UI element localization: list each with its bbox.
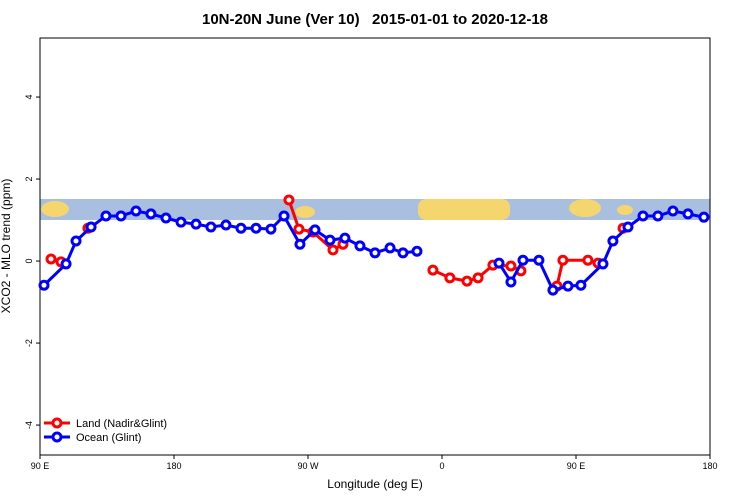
point <box>45 253 57 265</box>
ocean-strip <box>40 199 710 220</box>
y-tick-label: 0 <box>24 259 34 264</box>
point <box>354 240 366 252</box>
point <box>60 258 72 270</box>
x-tick-label: 90 E <box>567 461 586 471</box>
point <box>250 222 262 234</box>
point <box>575 279 587 291</box>
land-shape <box>418 199 510 220</box>
legend-label: Land (Nadir&Glint) <box>76 418 167 430</box>
x-tick-label: 90 E <box>31 461 50 471</box>
point <box>175 216 187 228</box>
point <box>283 194 295 206</box>
point <box>70 235 82 247</box>
point <box>369 247 381 259</box>
point <box>517 254 529 266</box>
legend-label: Ocean (Glint) <box>76 432 141 444</box>
point <box>652 210 664 222</box>
y-axis-label: XCO2 - MLO trend (ppm) <box>0 179 13 314</box>
land-shape <box>295 206 315 218</box>
point <box>547 284 559 296</box>
point <box>461 275 473 287</box>
point <box>505 276 517 288</box>
y-tick-label: 2 <box>24 177 34 182</box>
point <box>130 205 142 217</box>
point <box>411 245 423 257</box>
point <box>622 221 634 233</box>
point <box>339 232 351 244</box>
x-tick-label: 180 <box>166 461 181 471</box>
point <box>582 254 594 266</box>
point <box>115 210 127 222</box>
y-tick-label: 4 <box>24 95 34 100</box>
x-axis-label: Longitude (deg E) <box>327 477 422 491</box>
y-tick-label: -4 <box>24 421 34 429</box>
point <box>38 279 50 291</box>
point <box>145 208 157 220</box>
point <box>444 272 456 284</box>
point <box>190 218 202 230</box>
legend-marker <box>51 431 63 443</box>
point <box>384 242 396 254</box>
point <box>698 211 710 223</box>
point <box>293 223 305 235</box>
point <box>472 272 484 284</box>
point <box>324 234 336 246</box>
point <box>682 208 694 220</box>
point <box>85 221 97 233</box>
point <box>235 222 247 234</box>
map-strip <box>40 199 710 220</box>
point <box>294 238 306 250</box>
point <box>607 235 619 247</box>
point <box>327 244 339 256</box>
land-shape <box>569 199 601 217</box>
land-shape <box>41 201 69 217</box>
legend-marker <box>51 417 63 429</box>
point <box>562 280 574 292</box>
x-tick-label: 0 <box>439 461 444 471</box>
point <box>397 247 409 259</box>
point <box>278 210 290 222</box>
chart-title: 10N-20N June (Ver 10) 2015-01-01 to 2020… <box>202 11 548 28</box>
x-tick-label: 180 <box>702 461 717 471</box>
point <box>637 210 649 222</box>
point <box>265 223 277 235</box>
plot-frame <box>39 37 711 456</box>
land-shape <box>617 205 633 215</box>
point <box>427 264 439 276</box>
point <box>100 210 112 222</box>
point <box>493 257 505 269</box>
point <box>160 212 172 224</box>
point <box>533 254 545 266</box>
point <box>557 254 569 266</box>
point <box>309 224 321 236</box>
y-tick-label: -2 <box>24 339 34 347</box>
point <box>220 219 232 231</box>
point <box>205 221 217 233</box>
point <box>597 258 609 270</box>
x-tick-label: 90 W <box>297 461 319 471</box>
point <box>667 205 679 217</box>
point <box>505 260 517 272</box>
